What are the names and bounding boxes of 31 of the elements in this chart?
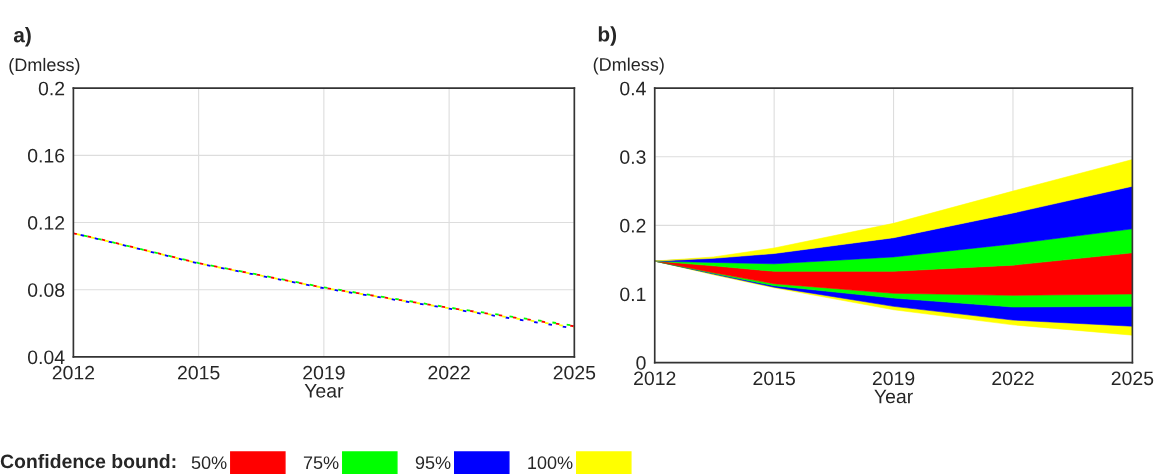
x-tick-label: 2012 — [52, 365, 95, 380]
x-tick-label: 2022 — [992, 371, 1034, 386]
y-tick-label: 0 — [636, 356, 646, 370]
legend-title: Confidence bound: — [0, 453, 176, 469]
x-tick-label: 2015 — [177, 365, 220, 380]
y-tick-label: 0.08 — [27, 283, 65, 297]
legend-label: 95% — [415, 456, 451, 470]
y-tick-label: 0.4 — [620, 81, 646, 96]
x-tick-label: 2019 — [303, 365, 345, 380]
x-axis-title: Year — [874, 389, 913, 404]
y-tick-label: 0.12 — [27, 216, 65, 230]
y-tick-label: 0.3 — [620, 150, 646, 165]
legend-label: 50% — [191, 456, 227, 470]
chart-title: a) — [13, 27, 31, 47]
x-tick-label: 2012 — [634, 371, 676, 386]
y-axis-title: (Dmless) — [593, 57, 664, 75]
y-axis-title: (Dmless) — [9, 57, 80, 75]
y-tick-label: 0.16 — [27, 148, 65, 163]
x-axis-title: Year — [304, 384, 344, 398]
x-tick-label: 2025 — [553, 365, 596, 380]
y-tick-label: 0.2 — [38, 81, 65, 96]
legend-label: 75% — [303, 456, 339, 470]
x-tick-label: 2019 — [872, 371, 915, 386]
chart-title: b) — [598, 26, 617, 46]
legend-label: 100% — [528, 456, 573, 470]
y-tick-label: 0.2 — [620, 218, 646, 233]
y-tick-label: 0.04 — [27, 350, 65, 365]
y-tick-label: 0.1 — [620, 287, 646, 302]
x-tick-label: 2022 — [428, 365, 470, 380]
x-tick-label: 2025 — [1111, 371, 1154, 386]
x-tick-label: 2015 — [753, 371, 795, 386]
